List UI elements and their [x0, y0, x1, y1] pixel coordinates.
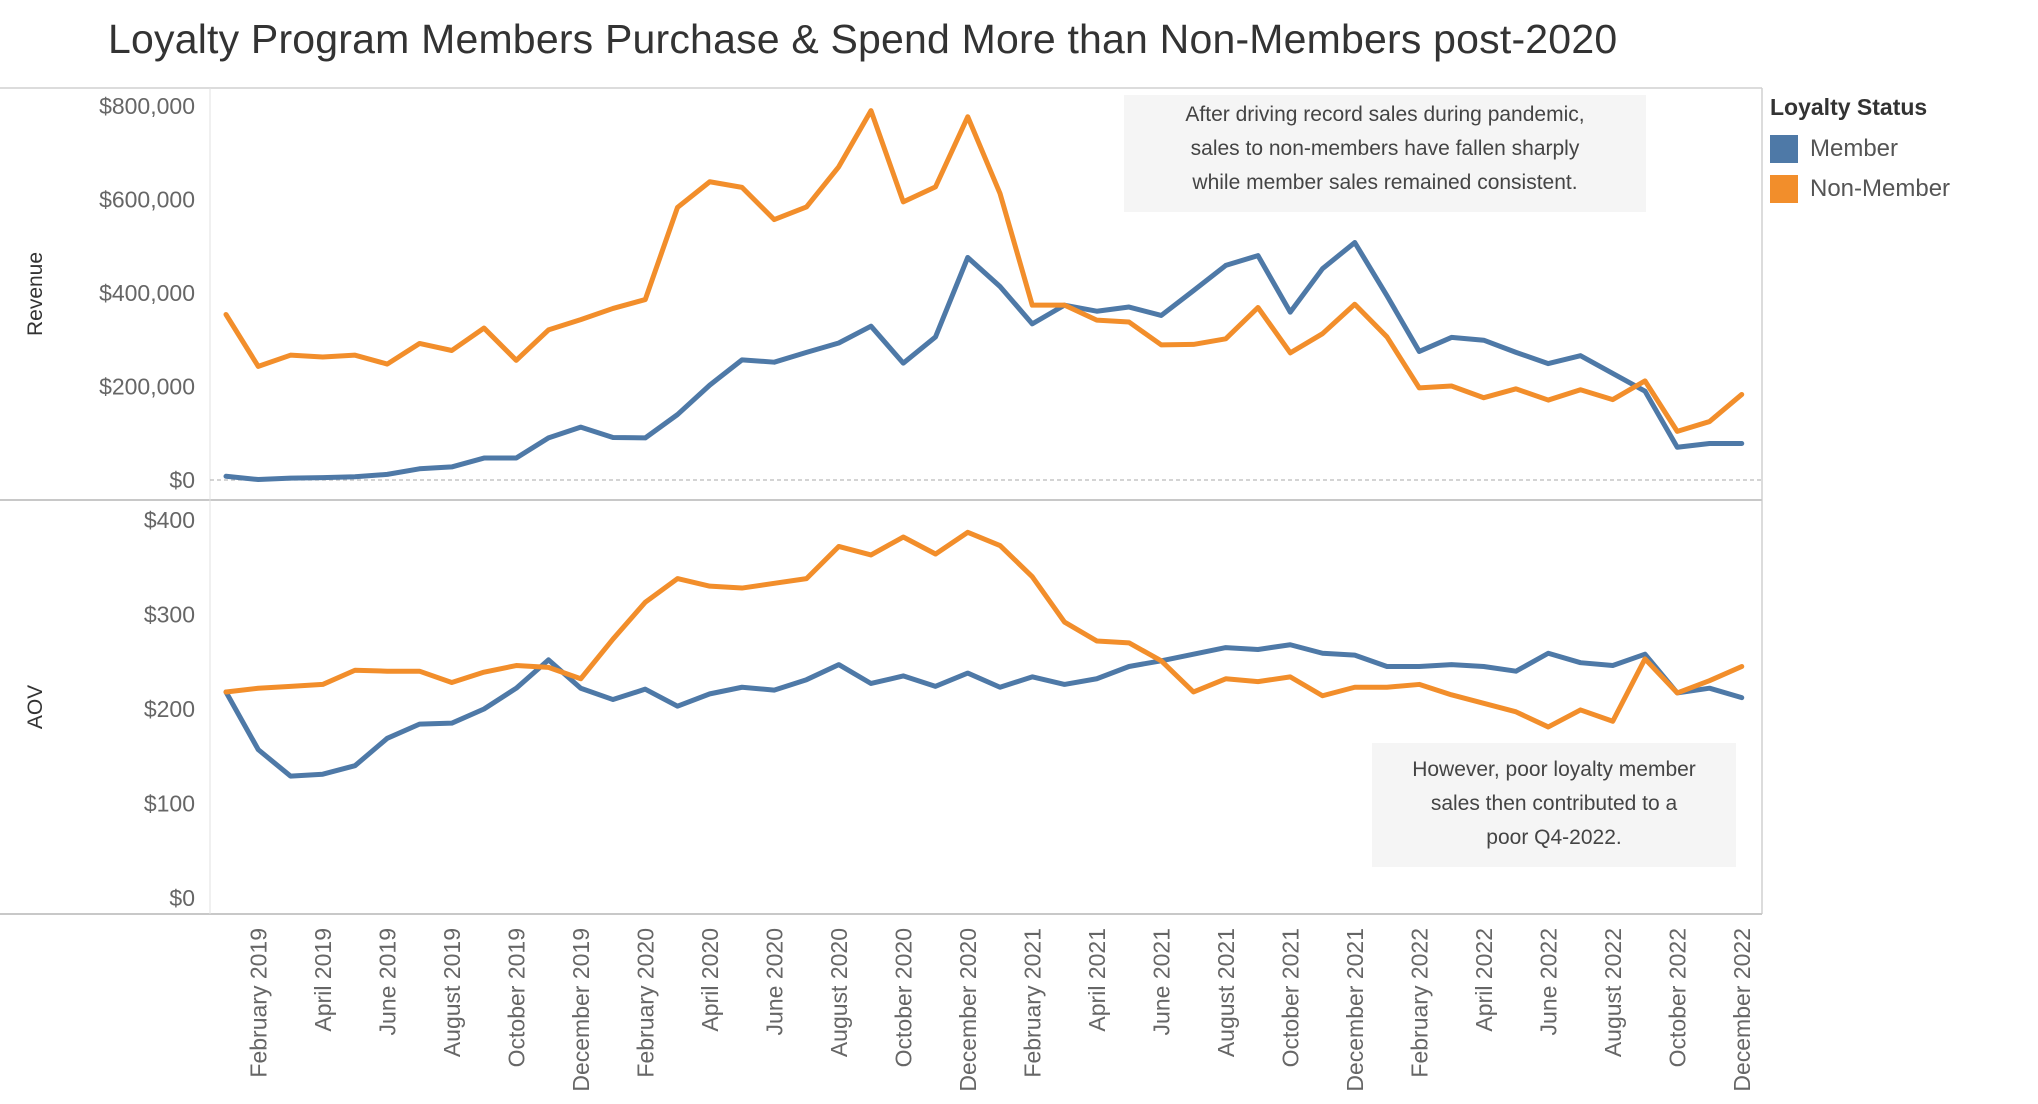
x-tick-label-december-2022: December 2022 — [1729, 928, 1755, 1092]
x-tick-label-february-2020: February 2020 — [632, 928, 658, 1078]
x-tick-label-june-2022: June 2022 — [1535, 928, 1561, 1035]
x-tick-label-december-2020: December 2020 — [955, 928, 981, 1092]
revenue-lines — [223, 108, 1745, 483]
x-tick-label-april-2022: April 2022 — [1471, 928, 1497, 1032]
y-tick-label-revenue-4: $800,000 — [99, 93, 195, 119]
x-tick-label-february-2022: February 2022 — [1406, 928, 1432, 1078]
x-tick-label-august-2021: August 2021 — [1213, 928, 1239, 1057]
legend-swatch-member — [1770, 135, 1798, 163]
y-tick-label-revenue-1: $200,000 — [99, 374, 195, 400]
revenue-line-member — [223, 240, 1745, 483]
legend-title: Loyalty Status — [1770, 94, 1928, 120]
x-tick-label-february-2021: February 2021 — [1019, 928, 1045, 1078]
x-tick-label-october-2019: October 2019 — [503, 928, 529, 1067]
x-tick-label-april-2019: April 2019 — [310, 928, 336, 1032]
aov-line-non-member — [223, 529, 1745, 730]
y-tick-label-aov-4: $400 — [144, 507, 195, 533]
legend: Loyalty Status Member Non-Member — [1770, 94, 2030, 209]
x-tick-label-december-2019: December 2019 — [568, 928, 594, 1092]
y-tick-label-revenue-2: $400,000 — [99, 280, 195, 306]
annotation-q4-2022: However, poor loyalty member sales then … — [1372, 743, 1736, 867]
revenue-axis-title: Revenue — [24, 252, 47, 336]
y-tick-label-aov-0: $0 — [169, 885, 195, 911]
revenue-line-non-member — [223, 108, 1745, 434]
y-tick-label-aov-1: $100 — [144, 791, 195, 817]
x-tick-label-april-2020: April 2020 — [697, 928, 723, 1032]
y-tick-label-aov-3: $300 — [144, 602, 195, 628]
x-axis-labels: February 2019 April 2019 June 2019 August 2… — [245, 928, 1755, 1092]
legend-item-non-member[interactable]: Non-Member — [1770, 169, 2030, 209]
annotation-pandemic-sales: After driving record sales during pandem… — [1124, 95, 1646, 212]
aov-axis-labels: $0 $100 $200 $300 $400 — [144, 507, 195, 911]
x-tick-label-december-2021: December 2021 — [1342, 928, 1368, 1092]
x-tick-label-august-2020: August 2020 — [826, 928, 852, 1057]
y-tick-label-revenue-3: $600,000 — [99, 187, 195, 213]
aov-axis-title: AOV — [24, 685, 47, 729]
x-tick-label-october-2022: October 2022 — [1664, 928, 1690, 1067]
x-tick-label-october-2020: October 2020 — [890, 928, 916, 1067]
legend-item-member[interactable]: Member — [1770, 129, 2030, 169]
legend-label-non-member: Non-Member — [1810, 175, 1951, 202]
legend-swatch-non-member — [1770, 175, 1798, 203]
x-tick-label-october-2021: October 2021 — [1277, 928, 1303, 1067]
x-tick-label-august-2019: August 2019 — [439, 928, 465, 1057]
x-tick-label-april-2021: April 2021 — [1084, 928, 1110, 1032]
legend-label-member: Member — [1810, 135, 1899, 162]
x-tick-label-august-2022: August 2022 — [1600, 928, 1626, 1057]
chart-title: Loyalty Program Members Purchase & Spend… — [108, 16, 1618, 62]
y-tick-label-aov-2: $200 — [144, 696, 195, 722]
revenue-axis-labels: $0 $200,000 $400,000 $600,000 $800,000 — [99, 93, 195, 493]
x-tick-label-june-2020: June 2020 — [761, 928, 787, 1035]
x-tick-label-june-2019: June 2019 — [374, 928, 400, 1035]
x-tick-label-february-2019: February 2019 — [245, 928, 271, 1078]
aov-lines — [223, 529, 1745, 779]
x-tick-label-june-2021: June 2021 — [1148, 928, 1174, 1035]
aov-line-member — [223, 642, 1745, 779]
panel-frames — [0, 87, 1763, 915]
y-tick-label-revenue-0: $0 — [169, 467, 195, 493]
